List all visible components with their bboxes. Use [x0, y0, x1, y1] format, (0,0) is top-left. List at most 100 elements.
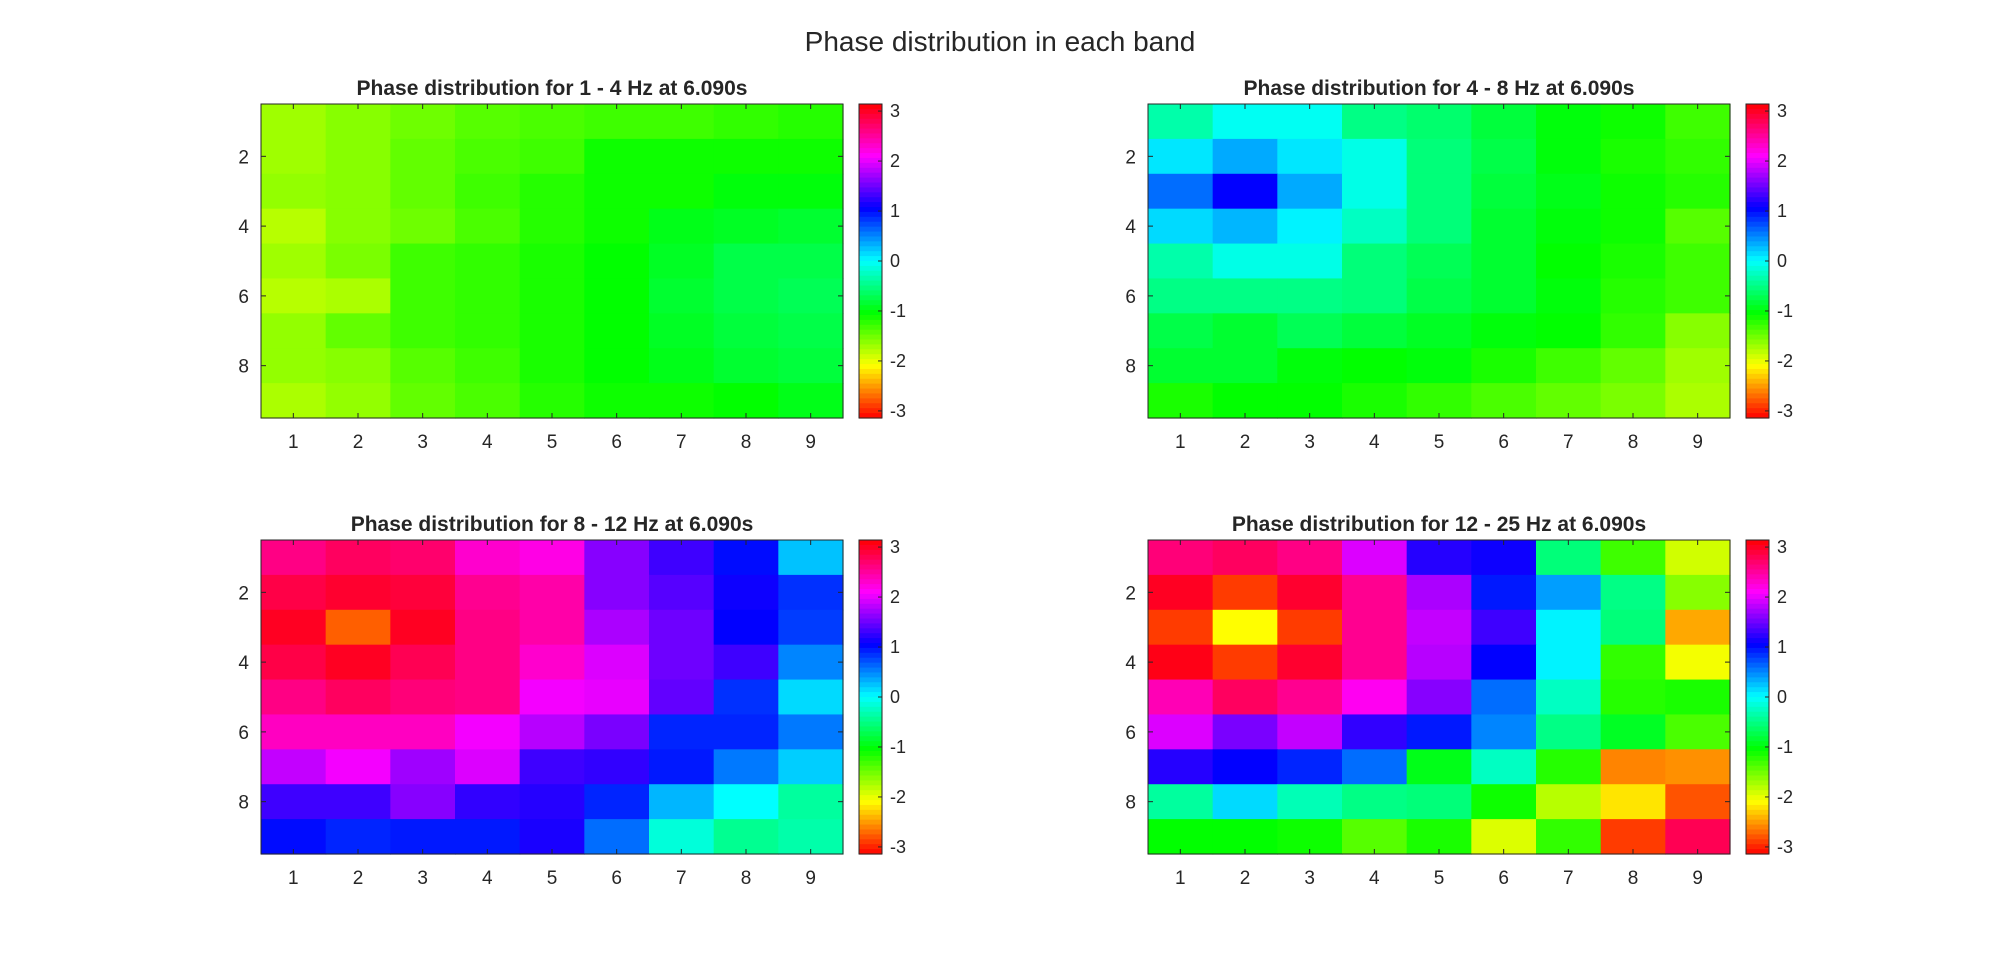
heatmap-cell	[261, 749, 327, 785]
colorbar-segment	[1746, 123, 1769, 130]
heatmap-cell	[1471, 104, 1537, 140]
colorbar-segment	[859, 393, 882, 399]
heatmap-cell	[1342, 574, 1408, 611]
colorbar-tick-label: 0	[890, 251, 900, 271]
heatmap-cell	[1665, 574, 1731, 611]
colorbar-segment	[859, 388, 882, 395]
y-tick-label: 2	[1125, 147, 1136, 168]
colorbar-segment	[1746, 814, 1769, 821]
heatmap-cell	[1471, 383, 1537, 419]
colorbar-segment	[859, 211, 882, 218]
heatmap-cell	[1406, 104, 1472, 140]
heatmap-cell	[1406, 383, 1472, 419]
heatmap-cell	[713, 749, 779, 785]
heatmap-cell	[1536, 679, 1602, 716]
colorbar-segment	[859, 677, 882, 683]
x-tick-label: 6	[611, 432, 622, 453]
heatmap-cell	[390, 819, 456, 855]
colorbar-segment	[1746, 207, 1769, 213]
heatmap-cell	[390, 208, 456, 245]
colorbar-segment	[1746, 677, 1769, 683]
heatmap-cell	[1536, 383, 1602, 419]
x-tick-label: 7	[1563, 432, 1574, 453]
heatmap-cell	[390, 243, 456, 280]
colorbar-segment	[859, 192, 882, 198]
heatmap-cell	[1536, 313, 1602, 349]
heatmap-cell	[713, 714, 779, 750]
colorbar-segment	[1746, 721, 1769, 728]
colorbar-segment	[1746, 221, 1769, 228]
colorbar-segment	[859, 187, 882, 193]
colorbar-segment	[1746, 300, 1769, 306]
colorbar-segment	[1746, 236, 1769, 242]
heatmap-cell	[390, 313, 456, 349]
colorbar-segment	[1746, 554, 1769, 561]
colorbar-segment	[1746, 760, 1769, 767]
x-tick-label: 9	[805, 868, 816, 889]
colorbar-segment	[859, 241, 882, 247]
heatmap-cell	[1471, 679, 1537, 716]
colorbar-segment	[859, 741, 882, 747]
colorbar-segment	[859, 731, 882, 737]
colorbar-segment	[859, 265, 882, 272]
heatmap-cell	[1665, 313, 1731, 349]
heatmap-cell	[390, 784, 456, 820]
colorbar-tick-label: -3	[1777, 837, 1793, 857]
heatmap-cell	[649, 173, 715, 210]
heatmap-cell	[390, 540, 456, 576]
colorbar-segment	[859, 603, 882, 610]
heatmap-cell	[1406, 679, 1472, 716]
heatmap-cell	[519, 383, 585, 419]
colorbar-segment	[1746, 687, 1769, 693]
colorbar-segment	[1746, 349, 1769, 355]
heatmap-cell	[1277, 173, 1343, 210]
heatmap-cell	[1212, 208, 1278, 245]
heatmap-cell	[1536, 278, 1602, 314]
colorbar-segment	[1746, 834, 1769, 840]
heatmap-cell	[584, 278, 650, 314]
colorbar-segment	[859, 143, 882, 149]
heatmap-cell	[649, 313, 715, 349]
x-tick-label: 9	[1692, 868, 1703, 889]
heatmap-cell	[519, 208, 585, 245]
heatmap-cell	[713, 644, 779, 681]
colorbar-segment	[859, 280, 882, 287]
colorbar-segment	[859, 221, 882, 228]
heatmap-cell	[455, 540, 521, 576]
heatmap-cell	[261, 714, 327, 750]
colorbar-tick-label: 2	[890, 587, 900, 607]
heatmap-cell	[261, 138, 327, 175]
heatmap-cell	[1277, 104, 1343, 140]
colorbar-segment	[859, 809, 882, 816]
heatmap-cell	[1277, 313, 1343, 349]
heatmap-cell	[519, 348, 585, 384]
colorbar-segment	[1746, 398, 1769, 404]
heatmap-cell	[1536, 714, 1602, 750]
colorbar-segment	[1746, 182, 1769, 189]
heatmap-cell	[1600, 574, 1666, 611]
heatmap-cell	[1471, 574, 1537, 611]
colorbar-segment	[859, 628, 882, 634]
panel-title: Phase distribution for 1 - 4 Hz at 6.090…	[357, 77, 748, 100]
heatmap-cell	[1471, 784, 1537, 820]
heatmap-cell	[1212, 173, 1278, 210]
colorbar-segment	[859, 216, 882, 223]
colorbar-segment	[1746, 143, 1769, 149]
colorbar-segment	[1746, 295, 1769, 301]
heatmap-cell	[455, 138, 521, 175]
heatmap-cell	[1406, 348, 1472, 384]
colorbar-segment	[859, 236, 882, 242]
heatmap-cell	[1342, 540, 1408, 576]
heatmap-cell	[455, 243, 521, 280]
y-tick-label: 8	[238, 793, 249, 814]
heatmap-cell	[1342, 208, 1408, 245]
heatmap-cell	[261, 104, 327, 140]
colorbar-segment	[859, 108, 882, 115]
heatmap-cell	[1406, 278, 1472, 314]
heatmap-cell	[1212, 784, 1278, 820]
colorbar-segment	[1746, 339, 1769, 346]
panel-title: Phase distribution for 12 - 25 Hz at 6.0…	[1232, 513, 1646, 536]
heatmap-cell	[1536, 609, 1602, 646]
x-tick-label: 5	[1434, 868, 1445, 889]
